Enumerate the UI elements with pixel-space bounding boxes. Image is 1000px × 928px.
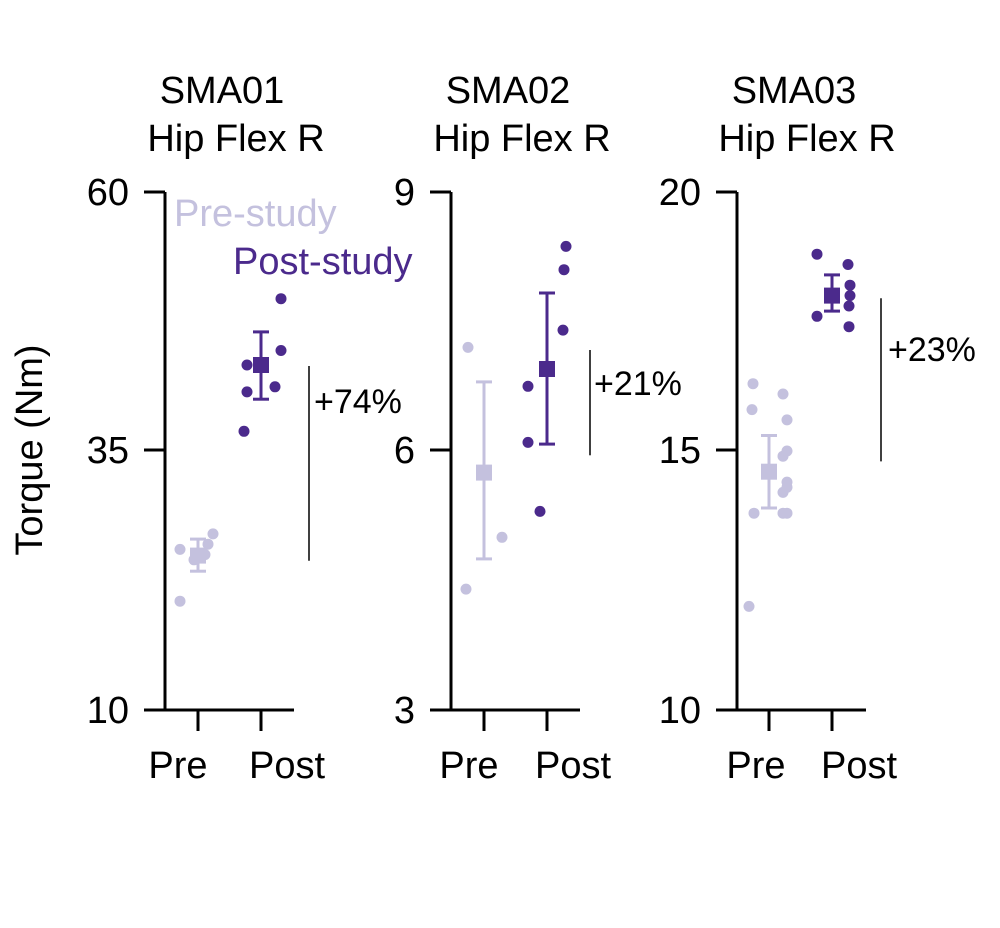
data-point-pre xyxy=(496,531,508,543)
panel-sma03: SMA03 Hip Flex R 20 15 10 Pre Post +23% xyxy=(659,70,976,787)
data-point-post xyxy=(534,505,546,517)
panel-title-muscle: Hip Flex R xyxy=(433,118,610,160)
panel-title-id: SMA02 xyxy=(446,70,571,112)
data-point-post xyxy=(843,321,855,333)
data-point-pre xyxy=(777,388,789,400)
y-tick-label: 35 xyxy=(87,430,129,472)
data-point-post xyxy=(238,425,250,437)
panel-title-id: SMA03 xyxy=(732,70,857,112)
data-point-post xyxy=(275,345,287,356)
mean-marker-pre xyxy=(476,464,492,481)
data-point-post xyxy=(811,310,823,322)
data-point-pre xyxy=(462,341,474,353)
y-tick-label: 10 xyxy=(87,690,129,732)
y-tick-label: 9 xyxy=(394,172,415,214)
data-point-post xyxy=(522,436,534,448)
data-point-post xyxy=(241,359,253,371)
data-point-pre xyxy=(781,414,793,426)
data-point-post xyxy=(241,386,253,398)
data-point-pre xyxy=(174,595,186,607)
legend-post: Post-study xyxy=(233,241,413,283)
data-point-pre xyxy=(781,476,793,488)
data-point-pre xyxy=(781,445,793,457)
y-tick-label: 15 xyxy=(659,430,701,472)
y-tick-label: 60 xyxy=(87,172,129,214)
x-tick-label-post: Post xyxy=(535,745,611,787)
x-tick-label-post: Post xyxy=(821,745,897,787)
x-tick-label-pre: Pre xyxy=(439,745,498,787)
y-tick-label: 6 xyxy=(394,430,415,472)
mean-marker-pre xyxy=(761,463,777,480)
data-point-post xyxy=(275,293,287,305)
data-point-post xyxy=(842,259,854,270)
data-point-post xyxy=(844,290,856,302)
data-point-pre xyxy=(777,486,789,498)
mean-marker-pre xyxy=(190,547,206,564)
data-point-post xyxy=(843,300,855,312)
data-point-pre xyxy=(460,583,472,595)
data-point-pre xyxy=(747,378,759,390)
data-point-post xyxy=(811,248,823,260)
data-point-post xyxy=(560,240,572,252)
data-point-pre xyxy=(743,600,755,612)
x-tick-label-pre: Pre xyxy=(148,745,207,787)
y-axis-label: Torque (Nm) xyxy=(9,344,51,555)
y-tick-label: 3 xyxy=(394,690,415,732)
panel-title-muscle: Hip Flex R xyxy=(147,118,324,160)
data-point-post xyxy=(522,380,534,392)
data-point-pre xyxy=(781,507,793,519)
panel-title-id: SMA01 xyxy=(160,70,285,112)
mean-marker-post xyxy=(253,357,269,373)
percent-change-label: +23% xyxy=(888,331,976,369)
data-point-pre xyxy=(174,543,186,555)
data-point-pre xyxy=(207,528,219,540)
data-point-pre xyxy=(746,404,758,416)
data-point-post xyxy=(558,264,570,276)
y-tick-label: 20 xyxy=(659,172,701,214)
mean-marker-post xyxy=(539,361,555,377)
data-point-pre xyxy=(748,507,760,519)
data-point-post xyxy=(844,279,856,291)
percent-change-label: +74% xyxy=(314,383,402,421)
y-tick-label: 10 xyxy=(659,690,701,732)
panel-sma02: SMA02 Hip Flex R 9 6 3 Pre Post +21% xyxy=(394,70,682,787)
panel-title-muscle: Hip Flex R xyxy=(718,118,895,160)
legend-pre: Pre-study xyxy=(174,193,337,235)
panel-sma01: SMA01 Hip Flex R 60 35 10 Pre Post Pre-s… xyxy=(87,70,413,787)
x-tick-label-post: Post xyxy=(249,745,325,787)
data-point-post xyxy=(269,381,281,393)
x-tick-label-pre: Pre xyxy=(726,745,785,787)
mean-marker-post xyxy=(824,287,840,304)
data-point-post xyxy=(557,324,569,336)
percent-change-label: +21% xyxy=(594,365,682,403)
data-point-pre xyxy=(202,538,214,550)
